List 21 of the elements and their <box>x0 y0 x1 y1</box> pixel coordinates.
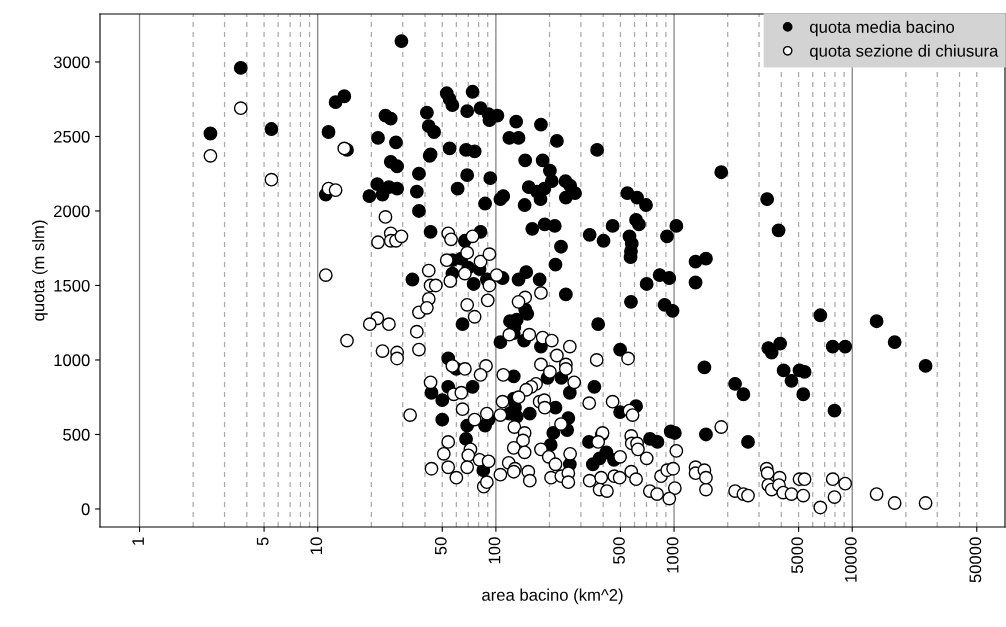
x-tick-label: 10000 <box>844 537 857 582</box>
x-tick-label: 50 <box>434 537 447 555</box>
y-tick-label: 2500 <box>54 130 90 143</box>
y-tick-label: 2000 <box>54 205 90 218</box>
y-tick-label: 500 <box>63 428 90 441</box>
x-tick-label: 500 <box>613 537 625 564</box>
x-tick-label: 50000 <box>969 537 982 583</box>
y-tick-label: 1000 <box>54 354 90 367</box>
y-tick-label: 1500 <box>54 279 90 292</box>
y-axis-title: quota (m slm) <box>32 220 48 321</box>
x-tick-label: 10 <box>310 537 323 554</box>
x-axis-title: area bacino (km^2) <box>482 588 623 605</box>
x-tick-label: 5000 <box>791 537 804 574</box>
x-tick-label: 1000 <box>666 537 679 573</box>
legend-label: quota sezione di chiusura <box>810 44 999 61</box>
x-tick-label: 1 <box>132 537 144 545</box>
y-tick-label: 0 <box>81 503 90 516</box>
x-tick-label: 5 <box>256 537 269 546</box>
x-tick-label: 100 <box>488 537 501 564</box>
legend-label: quota media bacino <box>810 20 955 37</box>
y-tick-label: 3000 <box>53 56 90 69</box>
